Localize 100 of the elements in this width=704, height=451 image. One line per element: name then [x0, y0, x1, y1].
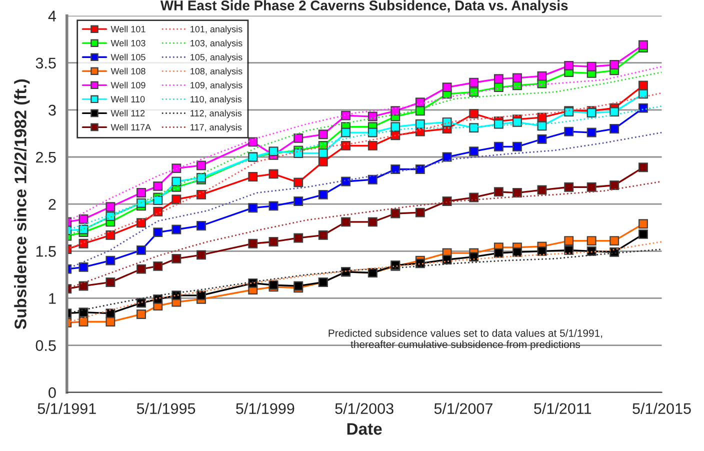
- legend-label: Well 112: [110, 110, 145, 116]
- y-tick-label: 1: [49, 293, 56, 304]
- y-tick-label: 2.5: [36, 152, 56, 163]
- point: [415, 119, 425, 129]
- point: [512, 247, 522, 257]
- point: [564, 182, 574, 192]
- point: [537, 134, 547, 144]
- point: [78, 317, 88, 326]
- point: [318, 148, 328, 158]
- point: [294, 196, 304, 206]
- x-tick-label: 5/1/2015: [632, 402, 691, 414]
- point: [368, 112, 378, 122]
- point: [512, 73, 522, 83]
- point: [136, 218, 146, 228]
- point: [442, 152, 452, 162]
- x-tick-label: 5/1/1995: [136, 402, 196, 414]
- point: [390, 122, 400, 132]
- point: [268, 169, 278, 179]
- y-tick-label: 4: [48, 10, 56, 22]
- legend-label: 105, analysis: [190, 54, 242, 62]
- point: [136, 245, 146, 255]
- y-tick-label: 3.5: [36, 58, 56, 69]
- point: [78, 308, 88, 318]
- point: [248, 172, 258, 182]
- point: [638, 89, 648, 99]
- point: [268, 237, 278, 246]
- point: [248, 203, 258, 213]
- legend-label: Well 101: [110, 26, 146, 32]
- y-axis-title: Subsidence since 12/2/1982 (ft.): [14, 79, 30, 330]
- y-tick-label: 2: [48, 198, 56, 210]
- point: [494, 119, 504, 129]
- point: [106, 256, 116, 266]
- point: [390, 208, 400, 218]
- point: [586, 236, 596, 246]
- point: [469, 146, 479, 156]
- point: [610, 60, 620, 70]
- point: [196, 290, 206, 300]
- point: [610, 236, 620, 246]
- point: [469, 192, 479, 202]
- point: [469, 123, 479, 133]
- point: [341, 128, 351, 138]
- x-axis-title: Date: [347, 423, 382, 435]
- point: [610, 107, 620, 117]
- point: [106, 230, 116, 240]
- point: [564, 126, 574, 136]
- point: [153, 206, 163, 216]
- point: [294, 233, 304, 243]
- point: [196, 250, 206, 260]
- legend-label: Well 109: [110, 82, 146, 88]
- point: [368, 128, 378, 138]
- point: [106, 317, 116, 326]
- point: [248, 238, 258, 248]
- legend-label: Well 117A: [110, 124, 152, 130]
- point: [153, 181, 163, 191]
- point: [196, 160, 206, 170]
- point: [318, 190, 328, 200]
- point: [268, 201, 278, 211]
- point: [136, 188, 146, 198]
- point: [638, 229, 648, 239]
- point: [537, 71, 547, 81]
- point: [294, 178, 304, 188]
- point: [106, 202, 116, 212]
- x-tick-label: 5/1/2003: [335, 402, 394, 414]
- point: [469, 87, 479, 97]
- point: [638, 40, 648, 50]
- point: [415, 164, 425, 174]
- point: [172, 194, 182, 204]
- point: [469, 108, 479, 118]
- point: [638, 219, 648, 229]
- legend-label: Well 103: [110, 40, 146, 46]
- legend-label: 109, analysis: [190, 82, 242, 90]
- point: [341, 176, 351, 186]
- point: [564, 245, 574, 255]
- point: [610, 124, 620, 134]
- legend-label: 112, analysis: [190, 110, 242, 118]
- point: [586, 182, 596, 192]
- point: [586, 128, 596, 138]
- point: [368, 217, 378, 227]
- point: [494, 74, 504, 84]
- legend-label: 108, analysis: [190, 68, 242, 76]
- point: [564, 60, 574, 70]
- point: [442, 117, 452, 127]
- point: [106, 308, 116, 318]
- point: [153, 196, 163, 206]
- point: [469, 252, 479, 262]
- legend-label: 103, analysis: [190, 40, 242, 48]
- annotation: Predicted subsidence values set to data values at 5/1/1991, thereafter cumulative subsidence from predictions: [328, 329, 602, 350]
- point: [172, 176, 182, 186]
- point: [196, 190, 206, 200]
- point: [610, 180, 620, 190]
- point: [469, 78, 479, 88]
- legend-label: Well 110: [110, 96, 145, 102]
- point: [153, 228, 163, 238]
- point: [537, 121, 547, 131]
- y-tick-label: 0.5: [36, 340, 56, 351]
- point: [537, 185, 547, 195]
- point: [442, 82, 452, 92]
- y-tick-label: 3: [48, 104, 56, 116]
- point: [494, 248, 504, 258]
- point: [638, 162, 648, 172]
